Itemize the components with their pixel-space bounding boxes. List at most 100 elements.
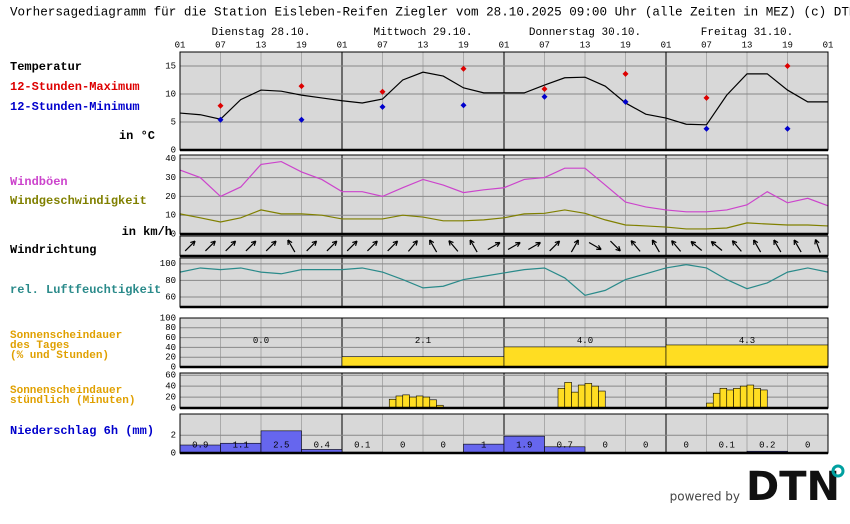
- wind-arrow: [429, 239, 438, 253]
- value-label: 0: [805, 440, 810, 450]
- day-label: Donnerstag 30.10.: [529, 27, 641, 39]
- panel-label: stündlich (Minuten): [10, 395, 135, 407]
- wind-arrow: [487, 241, 501, 251]
- bar: [422, 396, 431, 409]
- value-label: 0.1: [719, 440, 735, 450]
- bar: [719, 388, 728, 409]
- legend-wind-speed: Windgeschwindigkeit: [10, 194, 147, 208]
- value-label: 0: [603, 440, 608, 450]
- hour-label: 07: [377, 40, 388, 50]
- y-tick-label: 40: [165, 382, 176, 392]
- legend-temperature: Temperatur: [10, 60, 82, 74]
- legend-max: 12-Stunden-Maximum: [10, 80, 140, 94]
- wind-arrow: [448, 240, 459, 252]
- value-label: 4.0: [577, 336, 593, 346]
- wind-arrow: [469, 239, 478, 253]
- wind-arrow: [570, 239, 579, 253]
- y-tick-label: 20: [165, 353, 176, 363]
- panel-label: Sonnenscheindauer: [10, 330, 122, 342]
- hour-label: 19: [458, 40, 469, 50]
- logo-dot: [831, 464, 845, 478]
- wind-arrow: [630, 240, 641, 252]
- y-tick-label: 60: [165, 292, 176, 302]
- bar: [557, 388, 566, 409]
- wind-arrow: [651, 239, 660, 253]
- panel-label: Sonnenscheindauer: [10, 385, 122, 397]
- value-label: 0.4: [314, 440, 330, 450]
- value-label: 0.7: [557, 440, 573, 450]
- wind-arrow: [407, 240, 418, 252]
- wind-arrow: [245, 240, 257, 252]
- value-label: 0: [684, 440, 689, 450]
- wind-arrow: [367, 240, 378, 252]
- wind-arrow: [549, 240, 561, 252]
- value-label: 0: [643, 440, 648, 450]
- series-line: [179, 209, 829, 230]
- day-label: Mittwoch 29.10.: [373, 27, 472, 39]
- marker: [460, 102, 467, 109]
- y-tick-label: 0: [171, 362, 176, 372]
- bar: [753, 388, 761, 409]
- bar: [591, 385, 599, 409]
- y-tick-label: 100: [160, 259, 176, 269]
- day-label: Freitag 31.10.: [701, 27, 793, 39]
- bar: [409, 396, 417, 409]
- wind-arrow: [814, 238, 821, 253]
- value-label: 0: [400, 440, 405, 450]
- y-tick-label: 60: [165, 371, 176, 381]
- marker: [703, 94, 710, 101]
- hour-label: 07: [215, 40, 226, 50]
- marker: [460, 65, 467, 72]
- value-label: 1.9: [516, 440, 532, 450]
- y-tick-label: 5: [171, 117, 176, 127]
- series-line: [179, 264, 829, 297]
- hour-label: 01: [823, 40, 834, 50]
- hour-label: 07: [539, 40, 550, 50]
- y-tick-label: 60: [165, 333, 176, 343]
- marker: [784, 125, 791, 132]
- marker: [703, 125, 710, 132]
- marker: [784, 63, 791, 69]
- wind-arrow: [690, 240, 703, 251]
- wind-arrow: [326, 240, 338, 252]
- wind-arrow: [184, 240, 196, 252]
- y-tick-label: 20: [165, 192, 176, 202]
- series-line: [179, 160, 829, 213]
- marker: [217, 116, 224, 123]
- hour-label: 19: [782, 40, 793, 50]
- y-axis-label: in °C: [119, 129, 155, 143]
- legend-min: 12-Stunden-Minimum: [10, 100, 140, 114]
- marker: [622, 70, 629, 77]
- wind-arrow: [346, 240, 358, 252]
- wind-arrow: [731, 240, 742, 252]
- bar: [415, 395, 424, 409]
- y-axis-label: in km/h: [122, 225, 172, 239]
- wind-arrow: [387, 240, 399, 252]
- y-tick-label: 30: [165, 173, 176, 183]
- hour-label: 19: [296, 40, 307, 50]
- bar: [402, 394, 410, 409]
- wind-arrow: [507, 241, 521, 251]
- hour-label: 07: [701, 40, 712, 50]
- wind-arrow: [306, 240, 318, 252]
- bar: [746, 384, 755, 409]
- wind-arrow: [225, 240, 237, 252]
- legend-humidity: rel. Luftfeuchtigkeit: [10, 283, 161, 297]
- hour-label: 19: [620, 40, 631, 50]
- wind-arrow: [588, 241, 602, 251]
- y-tick-label: 10: [165, 89, 176, 99]
- hour-label: 13: [256, 40, 267, 50]
- value-label: 1.1: [233, 440, 249, 450]
- wind-arrow: [528, 241, 541, 251]
- panel-label: (% und Stunden): [10, 350, 109, 362]
- y-tick-label: 0: [171, 145, 176, 155]
- bar: [503, 346, 667, 368]
- series-line: [179, 71, 828, 126]
- wind-arrow: [710, 240, 723, 251]
- wind-arrow: [287, 239, 296, 253]
- marker: [379, 88, 386, 95]
- hour-label: 01: [661, 40, 672, 50]
- title: Vorhersagediagramm für die Station Eisle…: [10, 5, 850, 19]
- wind-arrow: [610, 240, 621, 252]
- day-label: Dienstag 28.10.: [211, 27, 310, 39]
